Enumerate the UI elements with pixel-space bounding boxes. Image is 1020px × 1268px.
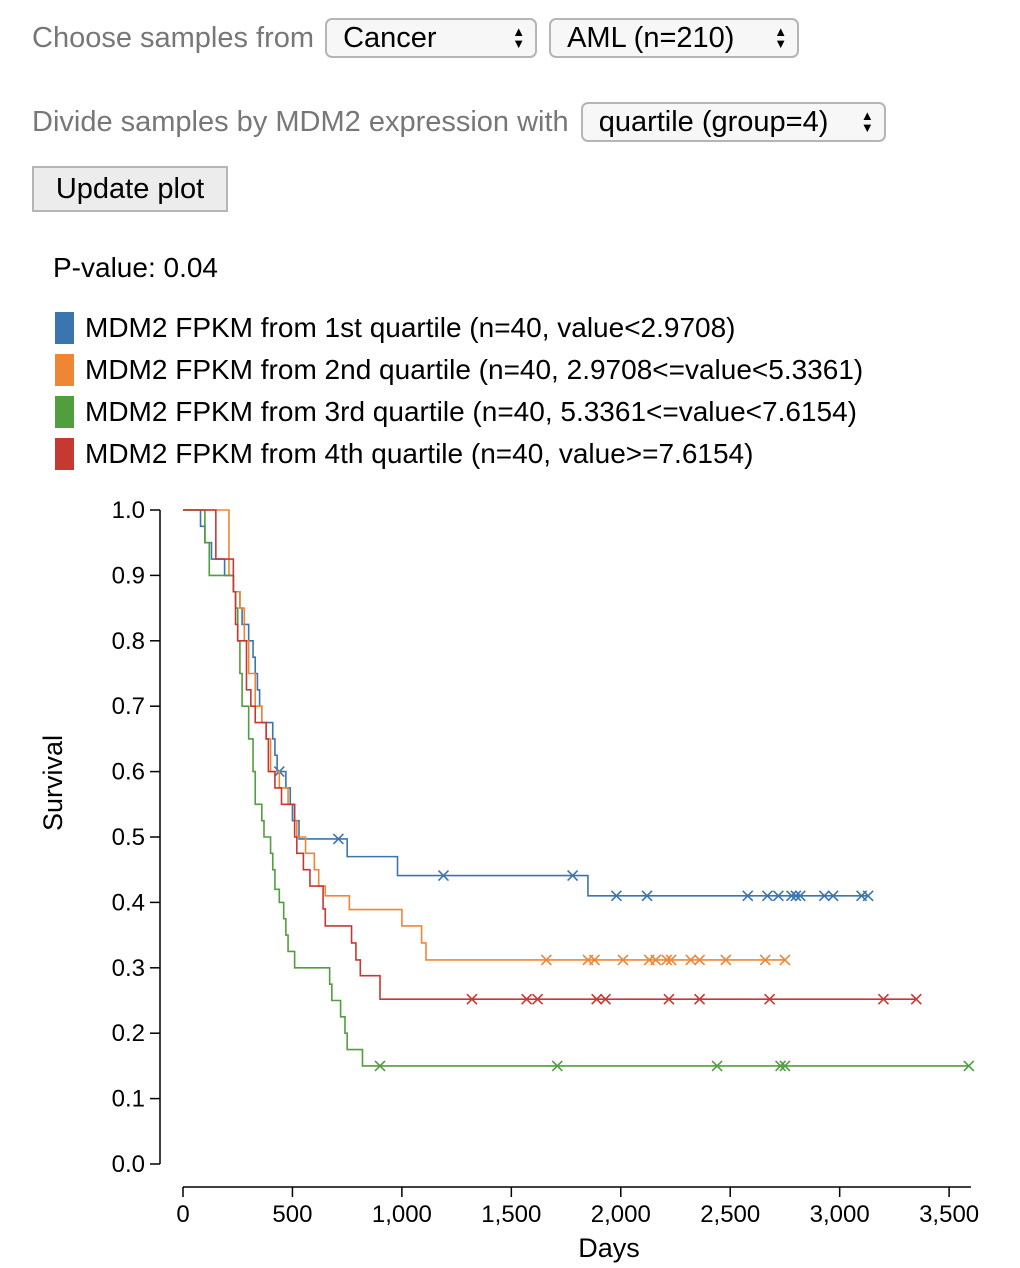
- censor-mark-q3: [551, 1060, 563, 1072]
- y-tick-label: 0.7: [112, 693, 145, 720]
- censor-mark-q1: [332, 833, 344, 845]
- legend-swatch-q3: [55, 396, 74, 428]
- censor-mark-q1: [772, 890, 784, 902]
- survival-curve-q4: [183, 509, 917, 1000]
- censor-mark-q4: [694, 993, 706, 1005]
- y-tick-label: 0.6: [112, 759, 145, 786]
- y-tick-label: 0.2: [112, 1020, 145, 1047]
- censor-mark-q1: [437, 870, 450, 882]
- censor-mark-q2: [661, 954, 673, 966]
- cancer-type-select[interactable]: Cancer ▲ ▼: [325, 18, 538, 58]
- grouping-select[interactable]: quartile (group=4) ▲ ▼: [580, 102, 886, 142]
- legend-item-q4: MDM2 FPKM from 4th quartile (n=40, value…: [55, 433, 863, 475]
- legend-swatch-q4: [55, 438, 74, 470]
- x-tick-label: 2,000: [591, 1201, 651, 1228]
- legend: MDM2 FPKM from 1st quartile (n=40, value…: [55, 307, 863, 475]
- x-tick-label: 1,500: [481, 1201, 541, 1228]
- censor-mark-q4: [599, 993, 612, 1005]
- censor-mark-q4: [521, 993, 533, 1005]
- censor-mark-q3: [963, 1060, 975, 1072]
- y-tick-label: 0.1: [112, 1086, 145, 1113]
- select-arrows-icon: ▲ ▼: [774, 24, 788, 51]
- select-arrows-icon: ▲ ▼: [512, 24, 526, 51]
- cancer-type-select-value: Cancer: [343, 21, 437, 54]
- axes: 0.0 0.1 0.2 0.3 0.4 0.5 0.6 0.7 0.8 0.9 1.0 0 500 1,0…: [112, 497, 980, 1228]
- update-plot-button[interactable]: Update plot: [32, 166, 228, 212]
- grouping-select-value: quartile (group=4): [598, 105, 829, 138]
- censor-mark-q2: [540, 954, 552, 966]
- censor-mark-q2: [685, 954, 697, 966]
- sample-source-row: Choose samples from Cancer ▲ ▼ AML (n=210…: [32, 18, 800, 58]
- y-tick-label: 0.3: [112, 955, 145, 982]
- censor-mark-q2: [759, 954, 771, 966]
- x-tick-label: 3,000: [810, 1201, 870, 1228]
- legend-item-q2: MDM2 FPKM from 2nd quartile (n=40, 2.970…: [55, 349, 863, 391]
- legend-swatch-q2: [55, 354, 74, 386]
- select-arrows-icon: ▲ ▼: [860, 108, 874, 135]
- censor-mark-q2: [694, 954, 706, 966]
- legend-item-q3: MDM2 FPKM from 3rd quartile (n=40, 5.336…: [55, 391, 863, 433]
- censor-mark-q4: [663, 993, 675, 1005]
- censor-mark-q2: [588, 954, 601, 966]
- censor-mark-q1: [785, 890, 798, 902]
- p-value-text: P-value: 0.04: [53, 252, 218, 283]
- censor-mark-q3: [779, 1060, 791, 1072]
- censor-mark-q1: [794, 890, 806, 902]
- choose-samples-label: Choose samples from: [32, 21, 315, 54]
- legend-label-q3: MDM2 FPKM from 3rd quartile (n=40, 5.336…: [85, 396, 857, 427]
- y-tick-label: 0.9: [112, 562, 145, 589]
- censor-mark-q3: [775, 1060, 787, 1072]
- censor-mark-q2: [617, 954, 629, 966]
- censor-mark-q3: [711, 1060, 723, 1072]
- y-axis-title: Survival: [38, 735, 68, 831]
- legend-swatch-q1: [55, 312, 74, 344]
- censor-mark-q1: [862, 890, 874, 902]
- censor-mark-q2: [720, 954, 732, 966]
- censor-mark-q4: [764, 993, 776, 1005]
- censor-mark-q4: [466, 993, 478, 1005]
- censor-mark-q4: [591, 993, 603, 1005]
- legend-label-q1: MDM2 FPKM from 1st quartile (n=40, value…: [85, 312, 736, 343]
- survival-curve-q2: [183, 509, 785, 961]
- legend-label-q2: MDM2 FPKM from 2nd quartile (n=40, 2.970…: [85, 354, 864, 385]
- censor-mark-q4: [910, 993, 922, 1005]
- censor-mark-q4: [532, 993, 544, 1005]
- censor-mark-q1: [742, 890, 754, 902]
- censor-mark-q1: [761, 890, 773, 902]
- x-tick-label: 3,500: [919, 1201, 979, 1228]
- x-tick-label: 500: [272, 1201, 312, 1228]
- censor-mark-q1: [641, 890, 653, 902]
- censor-mark-q1: [827, 890, 839, 902]
- censor-mark-q4: [877, 993, 890, 1005]
- x-axis-title: Days: [578, 1233, 640, 1263]
- survival-curve-q3: [183, 509, 969, 1067]
- censor-mark-q1: [610, 890, 622, 902]
- subset-select[interactable]: AML (n=210) ▲ ▼: [549, 18, 800, 58]
- x-tick-label: 1,000: [372, 1201, 432, 1228]
- censor-mark-q1: [790, 890, 802, 902]
- divide-samples-label: Divide samples by MDM2 expression with: [32, 105, 569, 138]
- censor-mark-q3: [374, 1060, 386, 1072]
- y-tick-label: 0.4: [112, 889, 145, 916]
- subset-select-value: AML (n=210): [567, 21, 735, 54]
- x-tick-label: 0: [176, 1201, 189, 1228]
- y-tick-label: 1.0: [112, 497, 145, 524]
- censor-mark-q2: [650, 954, 662, 966]
- censor-mark-q2: [779, 954, 791, 966]
- y-tick-label: 0.0: [112, 1151, 145, 1178]
- y-tick-label: 0.8: [112, 628, 145, 655]
- y-tick-label: 0.5: [112, 824, 145, 851]
- legend-label-q4: MDM2 FPKM from 4th quartile (n=40, value…: [85, 438, 754, 469]
- legend-item-q1: MDM2 FPKM from 1st quartile (n=40, value…: [55, 307, 863, 349]
- x-tick-label: 2,500: [700, 1201, 760, 1228]
- censor-mark-q2: [665, 954, 677, 966]
- censor-mark-q1: [818, 890, 830, 902]
- series-group: [183, 509, 975, 1072]
- censor-mark-q1: [567, 870, 579, 882]
- divide-row: Divide samples by MDM2 expression with q…: [32, 102, 886, 142]
- survival-curve-q1: [183, 509, 869, 897]
